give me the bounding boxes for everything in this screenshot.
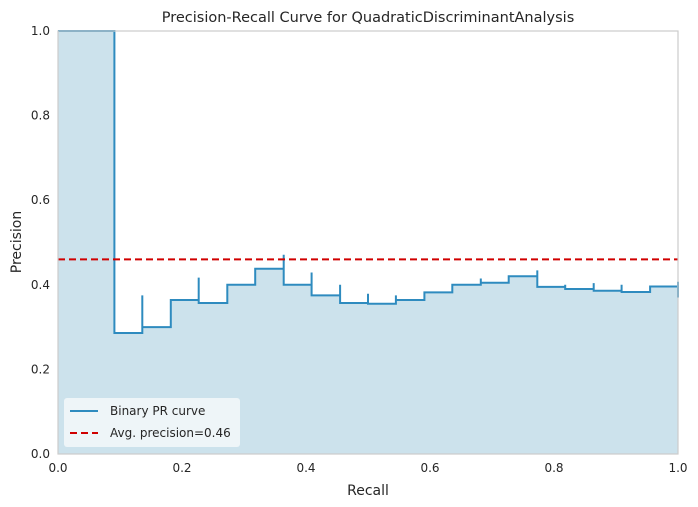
legend-label-avg-precision: Avg. precision=0.46 (110, 426, 231, 440)
x-tick-label: 0.4 (296, 461, 315, 475)
y-tick-label: 0.8 (31, 109, 50, 123)
legend: Binary PR curve Avg. precision=0.46 (64, 398, 240, 447)
x-tick-label: 0.2 (172, 461, 191, 475)
x-tick-label: 0.6 (420, 461, 439, 475)
x-axis-ticks: 0.0 0.2 0.4 0.6 0.8 1.0 (48, 461, 687, 475)
pr-curve-line (58, 30, 679, 334)
y-axis-ticks: 0.0 0.2 0.4 0.6 0.8 1.0 (31, 24, 50, 461)
y-tick-label: 0.6 (31, 193, 50, 207)
pr-curve-fill (58, 31, 678, 454)
x-tick-label: 1.0 (668, 461, 687, 475)
y-tick-label: 0.4 (31, 278, 50, 292)
axes-frame (57, 30, 679, 455)
y-tick-label: 1.0 (31, 24, 50, 38)
legend-label-pr-curve: Binary PR curve (110, 404, 205, 418)
x-tick-label: 0.8 (544, 461, 563, 475)
y-tick-label: 0.0 (31, 447, 50, 461)
x-axis-label: Recall (347, 483, 389, 499)
y-tick-label: 0.2 (31, 362, 50, 376)
y-axis-label: Precision (9, 211, 25, 273)
x-tick-label: 0.0 (48, 461, 67, 475)
chart-title: Precision-Recall Curve for QuadraticDisc… (162, 10, 575, 26)
legend-box (64, 398, 240, 447)
plot-area (57, 30, 679, 455)
